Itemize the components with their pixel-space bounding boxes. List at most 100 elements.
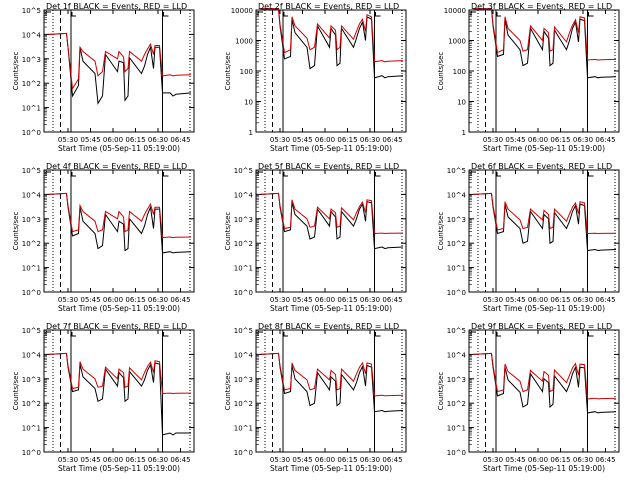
chart-det-9: 10^010^110^210^310^410^505:30 05:45 06:00 0… bbox=[437, 322, 620, 473]
y-tick-label: 10^5 bbox=[447, 327, 466, 335]
y-tick-label: 10^1 bbox=[447, 265, 466, 273]
chart-title: Det 5f BLACK = Events, RED = LLD bbox=[258, 162, 399, 171]
y-tick-label: 10^3 bbox=[22, 216, 41, 224]
y-axis-label: Counts/sec bbox=[12, 52, 20, 91]
y-axis-label: Counts/sec bbox=[12, 372, 20, 411]
series-line-events bbox=[260, 192, 404, 250]
series-line-lld bbox=[48, 192, 192, 239]
y-axis-label: Counts/sec bbox=[224, 212, 232, 251]
x-tick-label: 06:15 bbox=[337, 296, 357, 304]
x-tick-label: 06:00 bbox=[315, 136, 335, 144]
x-axis-label: Start Time (05-Sep-11 05:19:00) bbox=[270, 304, 392, 313]
x-tick-label: 06:00 bbox=[315, 456, 335, 464]
x-tick-label: 06:15 bbox=[125, 296, 145, 304]
x-tick-label: 06:45 bbox=[595, 456, 615, 464]
y-tick-label: 10^2 bbox=[447, 240, 466, 248]
x-tick-label: 06:15 bbox=[337, 136, 357, 144]
y-tick-label: 10^0 bbox=[22, 289, 41, 297]
corner-glyph bbox=[375, 332, 381, 337]
x-tick-label: 06:45 bbox=[382, 296, 402, 304]
chart-title: Det 6f BLACK = Events, RED = LLD bbox=[471, 162, 612, 171]
y-tick-label: 1 bbox=[249, 129, 253, 137]
series-line-events bbox=[473, 352, 617, 414]
x-tick-label: 06:00 bbox=[103, 296, 123, 304]
y-tick-label: 10^0 bbox=[22, 129, 41, 137]
chart-det-3: 1 10 100 1000 10000 05:30 05:45 06:00 06:15 06:30… bbox=[437, 2, 620, 153]
y-axis-label: Counts/sec bbox=[12, 212, 20, 251]
x-tick-label: 06:45 bbox=[382, 456, 402, 464]
y-tick-label: 10^4 bbox=[234, 351, 254, 359]
x-tick-label: 05:30 bbox=[483, 136, 503, 144]
y-tick-label: 100 bbox=[453, 68, 466, 76]
y-tick-label: 1000 bbox=[235, 38, 253, 46]
x-tick-label: 06:45 bbox=[170, 296, 190, 304]
corner-glyph bbox=[470, 171, 476, 176]
corner-glyph bbox=[257, 171, 263, 176]
y-tick-label: 10^0 bbox=[447, 449, 466, 457]
y-tick-label: 10000 bbox=[444, 7, 466, 15]
x-tick-label: 05:30 bbox=[58, 136, 78, 144]
x-tick-label: 05:45 bbox=[80, 296, 100, 304]
x-axis-label: Start Time (05-Sep-11 05:19:00) bbox=[58, 144, 180, 153]
corner-glyph bbox=[163, 172, 169, 177]
x-tick-label: 06:15 bbox=[550, 456, 570, 464]
x-tick-label: 05:45 bbox=[505, 136, 525, 144]
x-tick-label: 05:45 bbox=[292, 136, 312, 144]
y-tick-label: 10^2 bbox=[22, 80, 41, 88]
x-tick-label: 06:30 bbox=[148, 456, 168, 464]
x-tick-label: 06:00 bbox=[315, 296, 335, 304]
plot-frame bbox=[468, 169, 620, 293]
series-line-lld bbox=[48, 352, 192, 395]
chart-det-2: 1 10 100 1000 10000 05:30 05:45 06:00 06:15 06:30… bbox=[224, 2, 407, 153]
x-axis-label: Start Time (05-Sep-11 05:19:00) bbox=[483, 304, 605, 313]
series-line-events bbox=[260, 352, 404, 413]
y-tick-label: 10^3 bbox=[447, 376, 466, 384]
x-tick-label: 06:15 bbox=[550, 296, 570, 304]
series-line-lld bbox=[260, 192, 404, 235]
corner-glyph bbox=[71, 332, 76, 337]
corner-glyph bbox=[45, 11, 51, 16]
y-tick-label: 10^4 bbox=[447, 351, 467, 359]
x-tick-label: 06:30 bbox=[573, 136, 593, 144]
y-tick-label: 10^2 bbox=[234, 400, 253, 408]
chart-det-6: 10^010^110^210^310^410^505:30 05:45 06:00 0… bbox=[437, 162, 620, 313]
y-tick-label: 10^4 bbox=[22, 351, 42, 359]
y-tick-label: 10^3 bbox=[447, 216, 466, 224]
x-tick-label: 06:00 bbox=[528, 456, 548, 464]
x-tick-label: 05:45 bbox=[292, 456, 312, 464]
y-tick-label: 10 bbox=[457, 99, 466, 107]
x-axis-label: Start Time (05-Sep-11 05:19:00) bbox=[270, 144, 392, 153]
x-tick-label: 05:30 bbox=[483, 456, 503, 464]
series-line-events bbox=[473, 8, 617, 79]
corner-glyph bbox=[45, 331, 51, 336]
corner-glyph bbox=[496, 172, 501, 177]
x-tick-label: 06:30 bbox=[573, 456, 593, 464]
y-tick-label: 1000 bbox=[448, 38, 466, 46]
series-line-events bbox=[48, 192, 192, 254]
series-line-lld bbox=[260, 8, 404, 63]
y-tick-label: 10^3 bbox=[234, 216, 253, 224]
y-tick-label: 10^1 bbox=[447, 425, 466, 433]
corner-glyph bbox=[71, 172, 76, 177]
chart-title: Det 8f BLACK = Events, RED = LLD bbox=[258, 322, 399, 331]
x-tick-label: 05:30 bbox=[270, 136, 290, 144]
series-line-events bbox=[473, 192, 617, 252]
y-tick-label: 10^4 bbox=[22, 31, 42, 39]
series-line-lld bbox=[473, 192, 617, 235]
y-tick-label: 10^1 bbox=[234, 265, 253, 273]
corner-glyph bbox=[470, 11, 476, 16]
y-tick-label: 10^3 bbox=[234, 376, 253, 384]
chart-det-7: 10^010^110^210^310^410^505:30 05:45 06:00 0… bbox=[12, 322, 195, 473]
plot-frame bbox=[43, 169, 195, 293]
y-axis-label: Counts/sec bbox=[437, 212, 445, 251]
x-tick-label: 06:30 bbox=[360, 136, 380, 144]
x-axis-label: Start Time (05-Sep-11 05:19:00) bbox=[270, 464, 392, 473]
y-tick-label: 10^1 bbox=[22, 265, 41, 273]
x-tick-label: 06:30 bbox=[360, 456, 380, 464]
chart-det-5: 10^010^110^210^310^410^505:30 05:45 06:00 0… bbox=[224, 162, 407, 313]
chart-title: Det 9f BLACK = Events, RED = LLD bbox=[471, 322, 612, 331]
chart-det-1: 10^010^110^210^310^410^505:30 05:45 06:00 0… bbox=[12, 2, 195, 153]
y-tick-label: 10^0 bbox=[22, 449, 41, 457]
plot-frame bbox=[43, 329, 195, 453]
y-tick-label: 10^4 bbox=[447, 191, 467, 199]
